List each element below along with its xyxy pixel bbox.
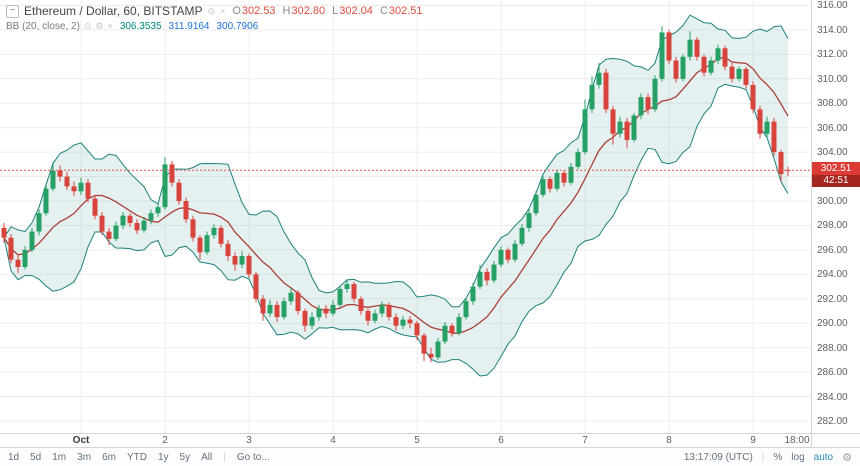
- close-value: C302.51: [379, 5, 423, 17]
- symbol-title[interactable]: Ethereum / Dollar, 60, BITSTAMP: [24, 4, 203, 18]
- indicator-close-icon[interactable]: ×: [107, 21, 113, 31]
- price-tick-label: 292.00: [817, 293, 848, 305]
- range-button-6m[interactable]: 6m: [102, 451, 116, 463]
- price-tick-label: 296.00: [817, 244, 848, 256]
- bb-basis-value: 306.3535: [119, 21, 162, 32]
- range-group: 1d 5d 1m 3m 6m YTD 1y 5y All: [8, 452, 212, 463]
- price-tick-label: 310.00: [817, 73, 848, 85]
- price-tick-label: 298.00: [817, 220, 848, 232]
- indicator-visibility-icon[interactable]: ⊙: [83, 21, 92, 31]
- range-button-ytd[interactable]: YTD: [126, 451, 147, 463]
- range-button-all[interactable]: All: [201, 451, 213, 463]
- price-tick-label: 282.00: [817, 415, 848, 427]
- price-tick-label: 290.00: [817, 318, 848, 330]
- scale-toolbar: 13:17:09 (UTC) | % log auto ⚙: [684, 451, 852, 464]
- price-tick-label: 306.00: [817, 122, 848, 134]
- collapse-legend-button[interactable]: −: [6, 4, 19, 18]
- price-tick-label: 294.00: [817, 269, 848, 281]
- time-tick-label: 18:00: [784, 435, 810, 446]
- price-tick-label: 284.00: [817, 391, 848, 403]
- range-button-1d[interactable]: 1d: [8, 451, 20, 463]
- low-value: L302.04: [332, 5, 373, 17]
- settings-gear-icon[interactable]: ⚙: [842, 451, 852, 464]
- indicator-settings-icon[interactable]: ⚙: [95, 21, 104, 31]
- time-tick-label: 4: [330, 435, 336, 446]
- time-tick-label: 6: [498, 435, 504, 446]
- symbol-row: − Ethereum / Dollar, 60, BITSTAMP ⊙ × O3…: [6, 4, 423, 18]
- bb-lower-value: 300.7906: [216, 21, 259, 32]
- open-value: O302.53: [232, 5, 276, 17]
- price-tick-label: 316.00: [817, 0, 848, 12]
- candles: [1, 26, 791, 363]
- time-tick-label: 9: [750, 435, 756, 446]
- candlestick-chart[interactable]: [0, 0, 811, 433]
- price-axis[interactable]: 316.00 314.00 312.00 310.00 308.00 306.00 304.…: [811, 0, 860, 433]
- bar-countdown: 42:51: [812, 175, 860, 188]
- bb-upper-value: 311.9164: [168, 21, 210, 32]
- range-button-5y[interactable]: 5y: [179, 451, 191, 463]
- price-tick-label: 312.00: [817, 49, 848, 61]
- chart-legend: − Ethereum / Dollar, 60, BITSTAMP ⊙ × O3…: [6, 4, 423, 32]
- toolbar-separator: |: [761, 451, 765, 463]
- price-tick-label: 288.00: [817, 342, 848, 354]
- auto-scale-button[interactable]: auto: [813, 451, 834, 463]
- time-tick-label: 3: [246, 435, 252, 446]
- log-scale-button[interactable]: log: [791, 451, 805, 463]
- range-button-3m[interactable]: 3m: [77, 451, 92, 463]
- range-button-1y[interactable]: 1y: [157, 451, 169, 463]
- price-tick-label: 314.00: [817, 24, 848, 36]
- ohlc-readout: O302.53 H302.80 L302.04 C302.51: [232, 5, 422, 17]
- last-price-tag: 302.51 42:51: [812, 162, 860, 188]
- indicator-row: BB (20, close, 2) ⊙ ⚙ × 306.3535 311.916…: [6, 21, 423, 32]
- price-tick-label: 304.00: [817, 147, 848, 159]
- visibility-icon[interactable]: ⊙: [207, 5, 216, 16]
- high-value: H302.80: [282, 5, 326, 17]
- indicator-values: 306.3535 311.9164 300.7906: [120, 21, 258, 32]
- indicator-label[interactable]: BB (20, close, 2): [6, 21, 80, 32]
- time-tick-label: Oct: [72, 435, 90, 446]
- close-icon[interactable]: ×: [220, 5, 226, 16]
- clock-utc[interactable]: 13:17:09 (UTC): [683, 451, 753, 463]
- goto-button[interactable]: Go to...: [236, 451, 270, 463]
- range-toolbar: 1d 5d 1m 3m 6m YTD 1y 5y All | Go to...: [8, 452, 270, 463]
- chart-plot-area[interactable]: [0, 0, 811, 433]
- time-tick-label: 5: [414, 435, 420, 446]
- price-tick-label: 286.00: [817, 367, 848, 379]
- last-price-value: 302.51: [812, 162, 860, 176]
- time-axis[interactable]: Oct 2 3 4 5 6 7 8 9 18:00: [0, 433, 811, 447]
- toolbar-separator: |: [223, 451, 226, 463]
- price-tick-label: 300.00: [817, 196, 848, 208]
- percent-scale-button[interactable]: %: [773, 451, 783, 463]
- price-tick-label: 308.00: [817, 98, 848, 110]
- time-tick-label: 8: [666, 435, 672, 446]
- time-tick-label: 7: [582, 435, 588, 446]
- range-button-1m[interactable]: 1m: [52, 451, 67, 463]
- bottom-toolbar: 1d 5d 1m 3m 6m YTD 1y 5y All | Go to... 13:17:09…: [0, 447, 860, 466]
- range-button-5d[interactable]: 5d: [30, 451, 42, 463]
- axis-corner: [811, 433, 860, 447]
- time-tick-label: 2: [162, 435, 168, 446]
